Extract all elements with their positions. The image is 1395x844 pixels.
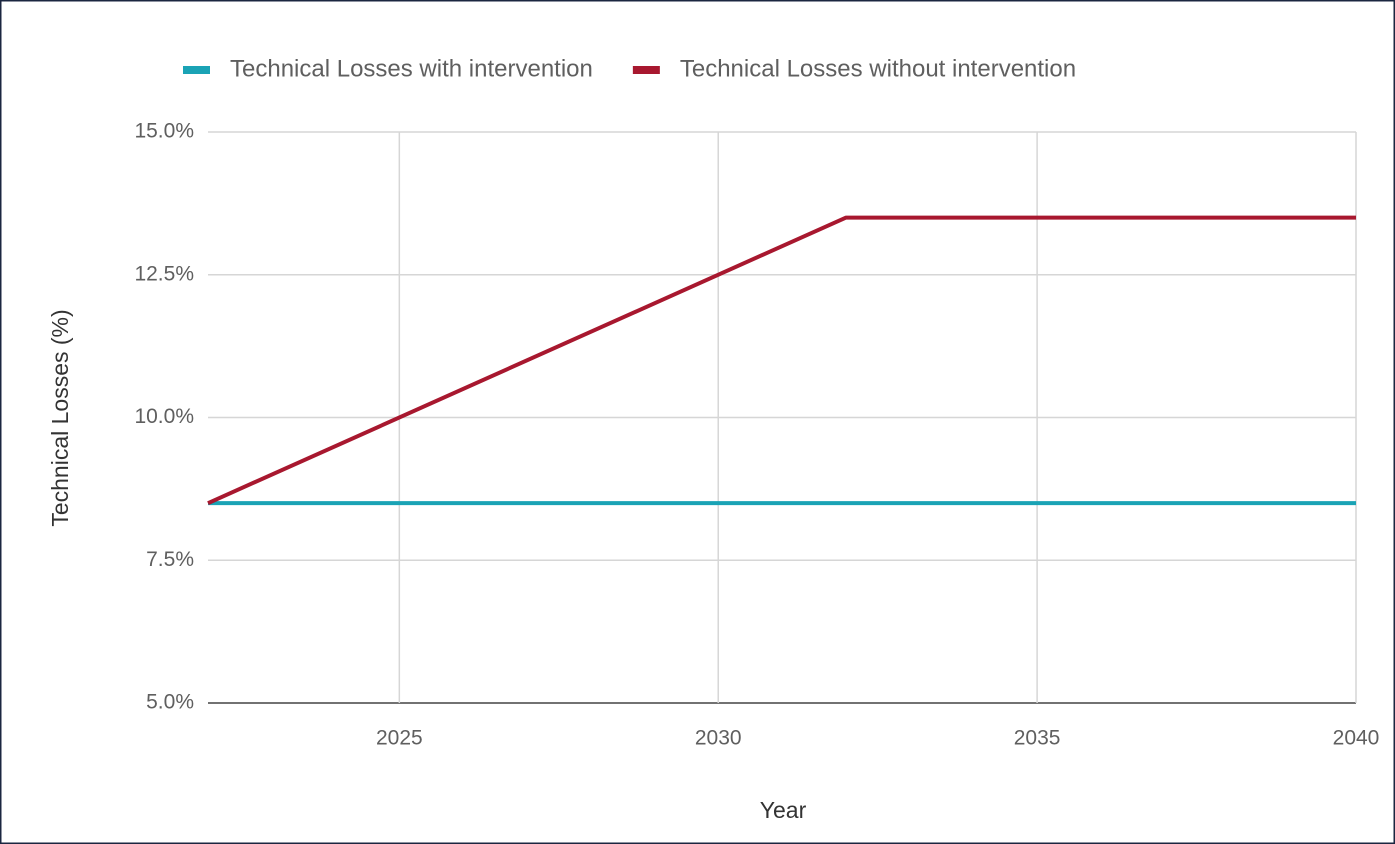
y-tick-label: 7.5% (146, 548, 194, 571)
legend-swatch (183, 66, 210, 74)
x-tick-label: 2030 (695, 727, 742, 750)
y-tick-label: 15.0% (134, 120, 194, 143)
legend-label: Technical Losses with intervention (230, 55, 593, 82)
x-tick-label: 2035 (1014, 727, 1061, 750)
x-axis-title: Year (760, 797, 807, 823)
y-tick-label: 12.5% (134, 262, 194, 285)
y-tick-label: 5.0% (146, 691, 194, 714)
series-line (207, 215, 1356, 505)
lines (207, 215, 1356, 506)
y-axis-title: Technical Losses (%) (47, 309, 73, 526)
x-tick-label: 2025 (376, 727, 423, 750)
x-tick-label: 2040 (1333, 727, 1380, 750)
legend-label: Technical Losses without intervention (680, 55, 1076, 82)
legend-swatch (632, 66, 660, 74)
y-tick-label: 10.0% (134, 405, 194, 428)
